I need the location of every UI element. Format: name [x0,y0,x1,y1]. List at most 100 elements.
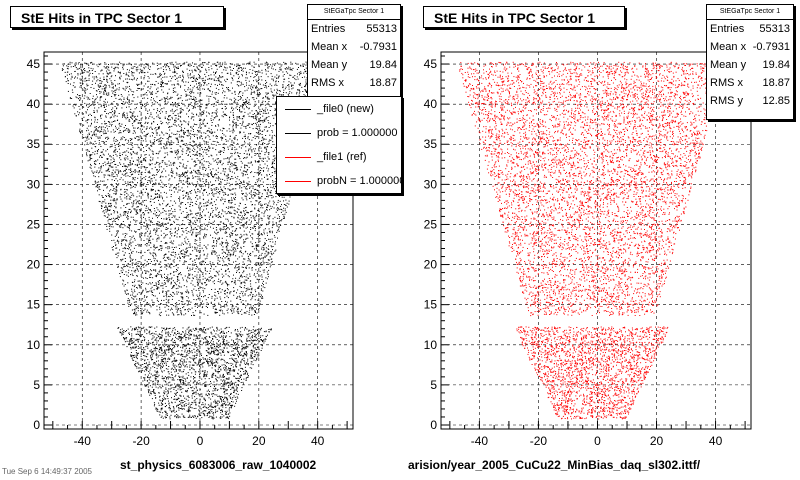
scatter-point [245,186,247,187]
scatter-point [201,205,203,207]
scatter-point [171,350,173,352]
scatter-point [88,125,90,127]
scatter-point [238,183,240,184]
scatter-point [259,83,261,85]
scatter-point [180,203,182,205]
scatter-point [232,387,234,388]
scatter-point [183,405,185,407]
scatter-point [173,103,175,105]
scatter-point [268,168,270,170]
scatter-point [92,95,94,97]
scatter-point [217,99,219,101]
scatter-point [99,96,101,98]
scatter-point [222,84,224,86]
scatter-point [189,167,191,169]
scatter-point [176,306,178,308]
scatter-point [200,128,202,129]
scatter-point [97,85,99,87]
scatter-point [170,272,172,274]
scatter-point [235,188,237,190]
scatter-point [239,297,241,298]
scatter-point [84,95,86,97]
scatter-point [134,365,136,367]
scatter-point [237,176,239,178]
scatter-point [252,329,254,331]
scatter-point [248,108,250,110]
scatter-point [205,280,207,282]
scatter-point [224,306,226,308]
scatter-point [171,125,173,127]
scatter-point [97,102,99,104]
scatter-point [123,330,125,332]
scatter-point [222,330,224,332]
scatter-point [233,391,235,393]
scatter-point [191,234,193,236]
scatter-point [224,281,226,283]
scatter-point [227,312,229,314]
scatter-point [127,226,129,228]
scatter-point [96,80,98,82]
scatter-point [137,362,139,364]
scatter-point [232,401,234,403]
scatter-point [223,228,225,230]
scatter-point [212,390,214,392]
scatter-point [207,130,209,131]
scatter-point [254,307,256,308]
scatter-point [109,230,111,232]
scatter-point [212,376,214,378]
scatter-point [159,396,160,398]
scatter-point [214,251,216,253]
scatter-point [217,167,219,169]
scatter-point [268,153,270,155]
scatter-point [182,402,184,403]
scatter-point [139,285,141,287]
scatter-point [134,184,136,186]
scatter-point [119,77,121,79]
scatter-point [149,66,151,68]
scatter-point [217,101,219,103]
scatter-point [231,78,233,79]
scatter-point [216,108,218,110]
scatter-point [110,76,112,78]
scatter-point [125,207,127,208]
scatter-point [152,184,154,186]
scatter-point [228,260,230,262]
scatter-point [83,89,85,91]
scatter-point [212,395,214,397]
scatter-point [148,193,149,195]
scatter-point [250,285,252,287]
scatter-point [264,189,266,191]
scatter-point [222,388,224,389]
scatter-point [271,253,273,255]
scatter-point [183,81,184,83]
scatter-point [182,327,184,329]
scatter-point [224,396,226,398]
scatter-point [206,105,208,107]
scatter-point [225,412,227,414]
scatter-point [222,143,224,145]
scatter-point [230,254,232,256]
scatter-point [187,186,189,188]
scatter-point [271,85,273,87]
scatter-point [181,341,183,343]
scatter-point [234,247,236,249]
scatter-point [101,180,103,182]
scatter-point [133,116,135,118]
scatter-point [136,362,138,364]
scatter-point [164,352,166,354]
scatter-point [100,126,102,128]
scatter-point [235,234,237,236]
scatter-point [222,404,224,406]
scatter-point [277,230,279,232]
scatter-point [138,158,140,160]
scatter-point [229,116,231,118]
scatter-point [125,129,127,131]
scatter-point [174,119,176,121]
scatter-point [221,404,223,406]
scatter-point [290,74,292,76]
scatter-point [136,196,138,198]
scatter-point [198,69,200,70]
scatter-point [124,261,126,262]
scatter-point [234,281,236,283]
scatter-point [260,111,262,112]
